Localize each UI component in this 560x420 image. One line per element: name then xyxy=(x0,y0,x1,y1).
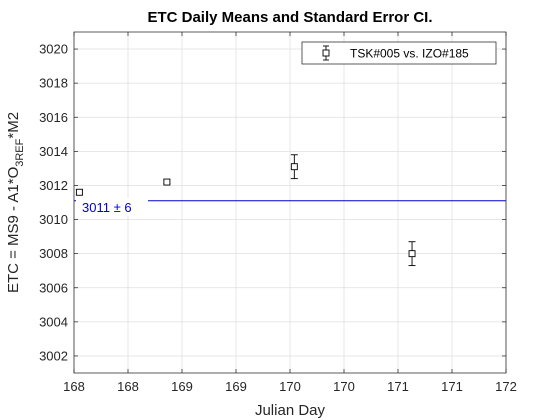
x-tick-label: 170 xyxy=(333,379,355,394)
x-tick-label: 172 xyxy=(495,379,517,394)
y-tick-label: 3006 xyxy=(39,280,68,295)
ticks: 168 168 169 169 170 170 171 171 172 3002 3004 3006 3… xyxy=(39,32,517,394)
y-axis-label-subscript: 3REF xyxy=(14,138,26,166)
data-points xyxy=(75,154,416,267)
chart-title: ETC Daily Means and Standard Error CI. xyxy=(147,9,432,26)
x-tick-label: 171 xyxy=(441,379,463,394)
square-marker xyxy=(290,163,298,171)
y-tick-label: 3018 xyxy=(39,76,68,91)
y-tick-label: 3016 xyxy=(39,110,68,125)
legend: TSK#005 vs. IZO#185 xyxy=(301,41,497,65)
y-tick-label: 3014 xyxy=(39,144,68,159)
y-axis-label-suffix: *M2 xyxy=(5,112,22,139)
reference-line-group: 3011 ± 6 xyxy=(74,197,506,216)
square-marker xyxy=(408,250,416,258)
legend-square xyxy=(322,49,330,57)
data-point xyxy=(290,154,298,180)
x-tick-label: 170 xyxy=(279,379,301,394)
y-axis-label-prefix: ETC = MS9 - A1*O xyxy=(5,167,22,293)
data-point xyxy=(408,241,416,267)
reference-label: 3011 ± 6 xyxy=(82,200,132,215)
x-tick-label: 168 xyxy=(117,379,139,394)
reference-label-background xyxy=(76,197,148,216)
y-axis-label: ETC = MS9 - A1*O3REF*M2 xyxy=(5,112,26,293)
data-point xyxy=(163,178,171,186)
square-marker xyxy=(75,188,83,196)
y-tick-label: 3008 xyxy=(39,246,68,261)
y-tick-label: 3012 xyxy=(39,178,68,193)
x-tick-label: 171 xyxy=(387,379,409,394)
y-tick-label: 3020 xyxy=(39,42,68,57)
x-tick-label: 169 xyxy=(171,379,193,394)
y-tick-label: 3010 xyxy=(39,212,68,227)
x-tick-label: 168 xyxy=(63,379,85,394)
legend-entry: TSK#005 vs. IZO#185 xyxy=(350,47,469,61)
y-tick-label: 3004 xyxy=(39,314,68,329)
x-tick-label: 169 xyxy=(225,379,247,394)
legend-box xyxy=(301,41,497,65)
legend-marker-square-icon xyxy=(322,45,330,61)
y-tick-label: 3002 xyxy=(39,348,68,363)
square-marker xyxy=(163,178,171,186)
data-point xyxy=(75,188,83,196)
grid xyxy=(73,32,507,373)
x-axis-label: Julian Day xyxy=(255,402,326,419)
